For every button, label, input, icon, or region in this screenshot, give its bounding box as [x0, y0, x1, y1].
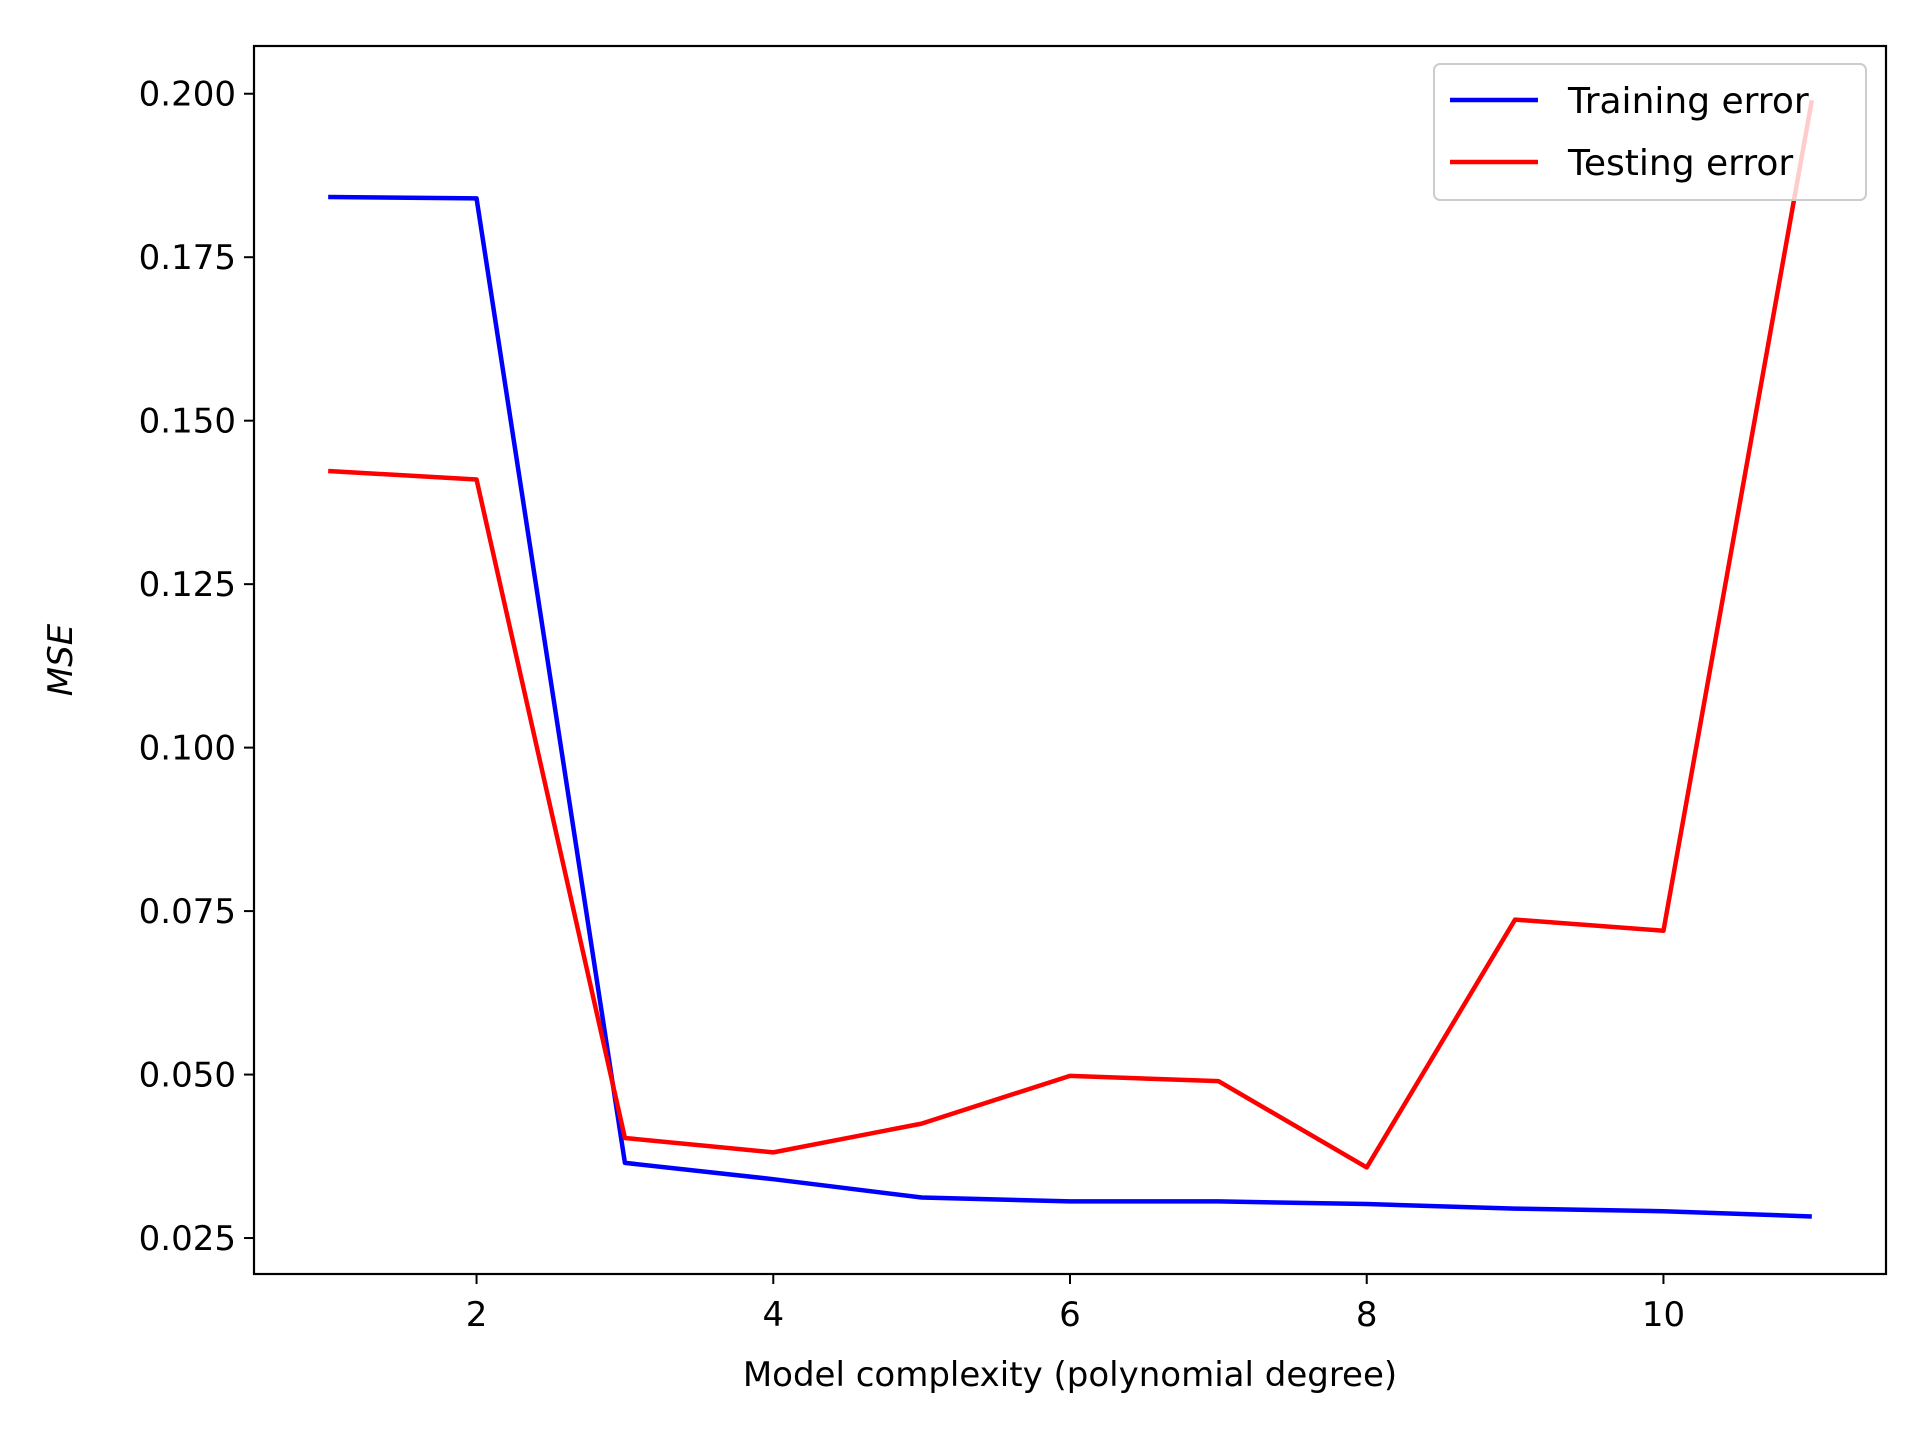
legend-label-training-error: Training error [1567, 81, 1809, 122]
y-axis-label: MSE [41, 623, 81, 696]
plot-area [254, 46, 1886, 1274]
legend: Training error Testing error [1433, 63, 1867, 201]
legend-label-testing-error: Testing error [1567, 143, 1793, 184]
y-tick-label: 0.175 [139, 238, 236, 278]
y-tick-label: 0.100 [139, 729, 236, 769]
y-tick-label: 0.200 [139, 75, 236, 115]
legend-box [1433, 63, 1867, 201]
series-line-training-error [328, 194, 1812, 1219]
x-axis-ticks: 2 4 6 8 10 [466, 1274, 1685, 1335]
y-tick-label: 0.050 [139, 1056, 236, 1096]
x-tick-label: 4 [762, 1295, 784, 1335]
x-tick-label: 8 [1356, 1295, 1378, 1335]
y-axis-ticks: 0.025 0.050 0.075 0.100 0.125 0.150 0.175 0.200 [139, 75, 254, 1259]
y-tick-label: 0.125 [139, 565, 236, 605]
x-tick-label: 6 [1059, 1295, 1081, 1335]
series-layer [328, 99, 1815, 1219]
y-tick-label: 0.025 [139, 1219, 236, 1259]
y-tick-label: 0.150 [139, 402, 236, 442]
series-line-testing-error [328, 99, 1815, 1170]
y-tick-label: 0.075 [139, 892, 236, 932]
x-tick-label: 10 [1642, 1295, 1685, 1335]
x-axis-label: Model complexity (polynomial degree) [743, 1355, 1397, 1395]
x-tick-label: 2 [466, 1295, 488, 1335]
